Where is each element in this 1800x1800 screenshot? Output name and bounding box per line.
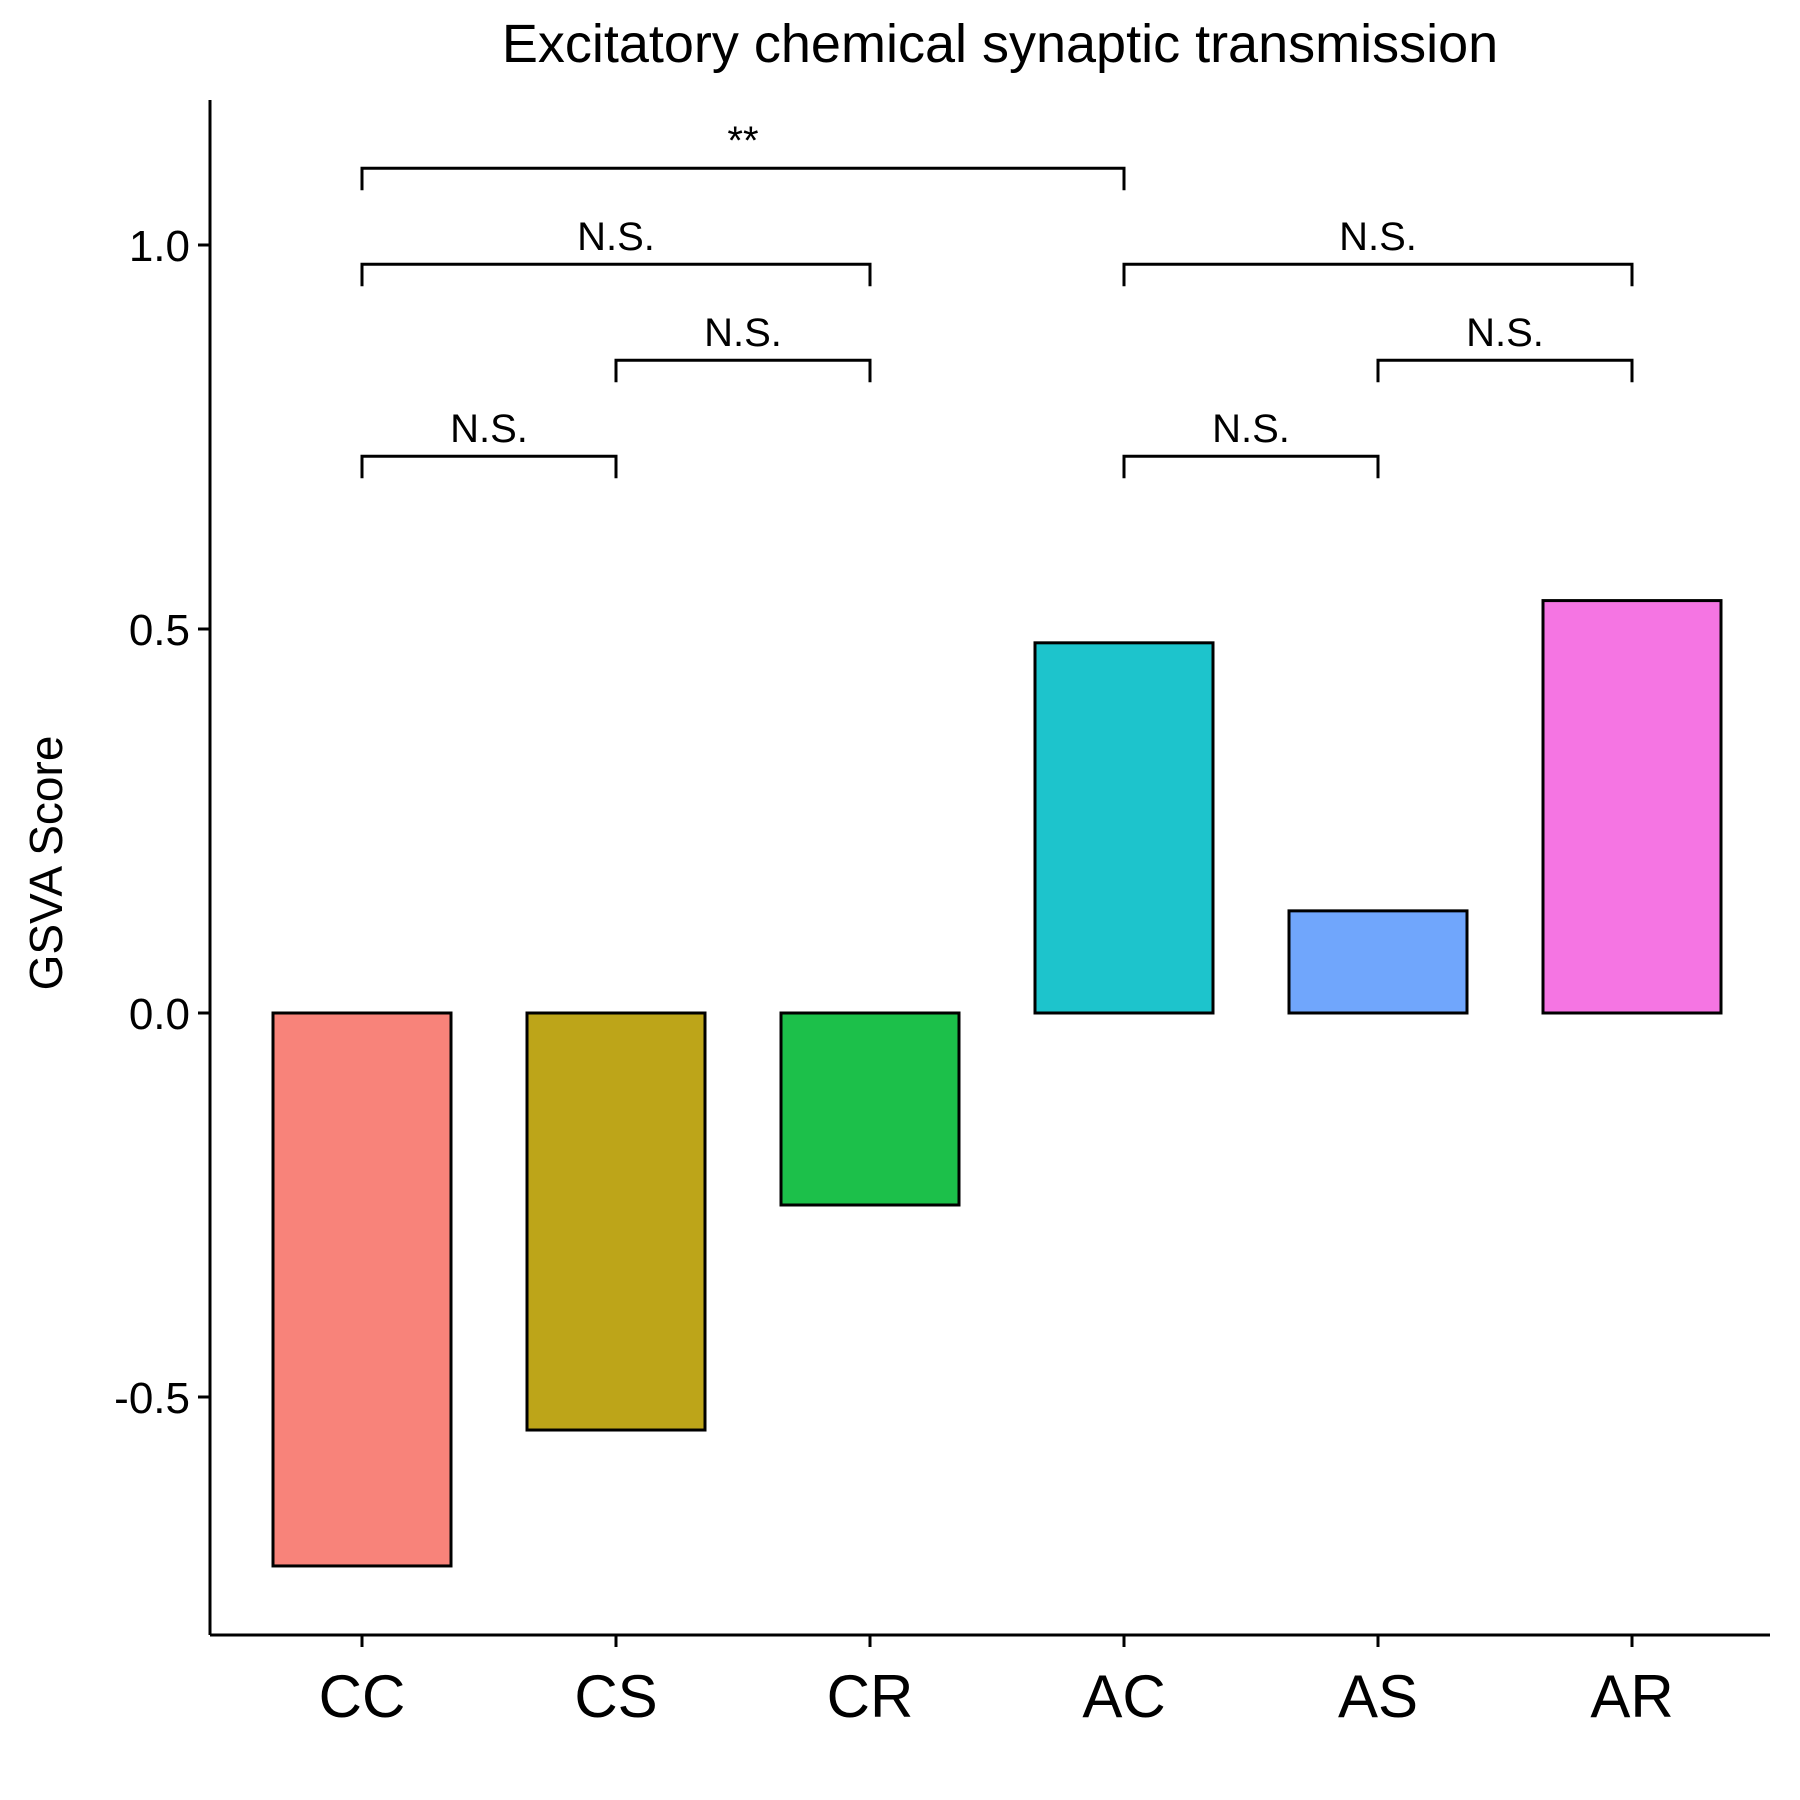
- x-tick-label: AR: [1590, 1663, 1673, 1730]
- significance-bracket: [1376, 358, 1634, 383]
- y-tick-label: 0.0: [129, 990, 190, 1039]
- significance-bracket: [1122, 454, 1380, 479]
- significance-bracket: [360, 454, 618, 479]
- significance-label: N.S.: [450, 407, 528, 451]
- bar-cc: [271, 1011, 453, 1568]
- y-tick-label: 1.0: [129, 222, 190, 271]
- significance-bracket: [360, 166, 1126, 191]
- x-axis-ticks: CC CS CR AC AS AR: [319, 1635, 1674, 1730]
- x-tick-label: CC: [319, 1663, 406, 1730]
- significance-label: N.S.: [577, 215, 655, 259]
- significance-brackets: ** N.S. N.S. N.S. N.S. N.S. N.S.: [360, 119, 1634, 479]
- y-tick-label: 0.5: [129, 606, 190, 655]
- bar-cr: [779, 1011, 961, 1207]
- significance-label: N.S.: [1466, 311, 1544, 355]
- x-tick-label: AS: [1338, 1663, 1418, 1730]
- significance-bracket: [360, 262, 872, 287]
- bar-ar: [1541, 599, 1723, 1015]
- bar-cs: [525, 1011, 707, 1432]
- bar-as: [1287, 909, 1469, 1015]
- significance-bracket: [614, 358, 872, 383]
- significance-label: N.S.: [704, 311, 782, 355]
- x-tick-label: AC: [1082, 1663, 1165, 1730]
- axes: [208, 100, 1770, 1637]
- x-tick-label: CR: [827, 1663, 914, 1730]
- significance-label: **: [727, 119, 758, 163]
- y-tick-label: -0.5: [114, 1374, 190, 1423]
- bar-ac: [1033, 641, 1215, 1015]
- y-axis-ticks: -0.5 0.0 0.5 1.0: [114, 222, 210, 1423]
- significance-label: N.S.: [1339, 215, 1417, 259]
- x-tick-label: CS: [574, 1663, 657, 1730]
- y-axis-label: GSVA Score: [20, 736, 72, 991]
- significance-label: N.S.: [1212, 407, 1290, 451]
- bars: [271, 599, 1723, 1568]
- significance-bracket: [1122, 262, 1634, 287]
- chart-title: Excitatory chemical synaptic transmissio…: [502, 14, 1498, 74]
